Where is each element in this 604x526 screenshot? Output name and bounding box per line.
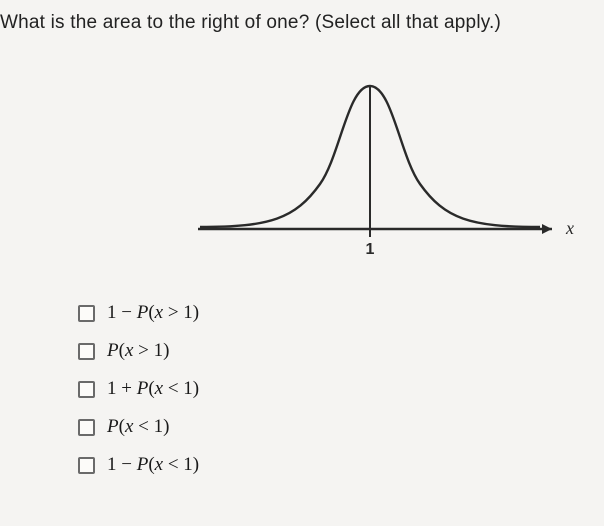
- option-label: 1 + P(x < 1): [107, 378, 199, 400]
- question-text: What is the area to the right of one? (S…: [0, 0, 604, 34]
- checkbox[interactable]: [78, 419, 95, 436]
- bell-curve-figure: 1 x: [180, 64, 580, 264]
- checkbox[interactable]: [78, 457, 95, 474]
- tick-label: 1: [366, 241, 375, 258]
- x-axis-label: x: [565, 218, 574, 238]
- option-row: 1 − P(x > 1): [78, 294, 604, 332]
- checkbox[interactable]: [78, 305, 95, 322]
- option-row: 1 + P(x < 1): [78, 370, 604, 408]
- option-label: 1 − P(x < 1): [107, 454, 199, 476]
- option-row: 1 − P(x < 1): [78, 446, 604, 484]
- checkbox[interactable]: [78, 343, 95, 360]
- checkbox[interactable]: [78, 381, 95, 398]
- option-row: P(x < 1): [78, 408, 604, 446]
- option-label: P(x < 1): [107, 416, 169, 438]
- option-label: 1 − P(x > 1): [107, 302, 199, 324]
- question-container: What is the area to the right of one? (S…: [0, 0, 604, 526]
- x-axis-arrow: [542, 224, 552, 234]
- options-list: 1 − P(x > 1) P(x > 1) 1 + P(x < 1) P(x <…: [78, 294, 604, 484]
- option-row: P(x > 1): [78, 332, 604, 370]
- option-label: P(x > 1): [107, 340, 169, 362]
